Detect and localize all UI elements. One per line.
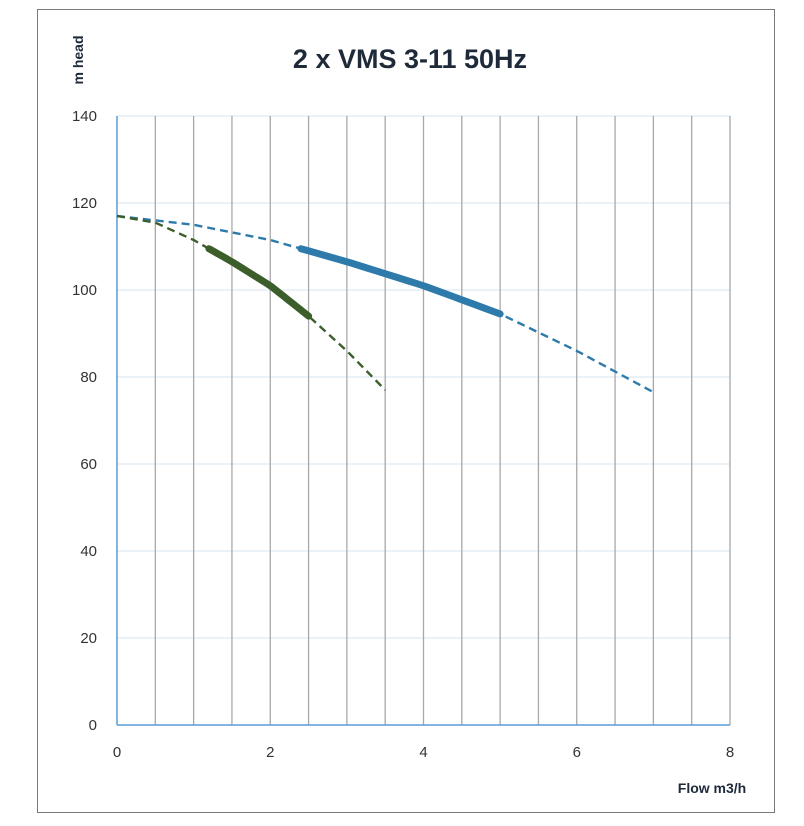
chart-frame	[37, 9, 775, 813]
x-tick-label: 0	[113, 744, 121, 761]
series-2-curve	[116, 214, 387, 391]
x-tick-label: 2	[266, 744, 274, 761]
y-tick-label: 0	[89, 717, 97, 734]
y-tick-label: 100	[72, 282, 97, 299]
y-tick-label: 80	[80, 369, 97, 386]
y-tick-label: 120	[72, 195, 97, 212]
x-tick-label: 8	[726, 744, 734, 761]
series-1-operating-range	[297, 245, 504, 318]
series-2-operating-range	[205, 245, 313, 320]
y-tick-label: 140	[72, 108, 97, 125]
y-tick-label: 40	[80, 543, 97, 560]
tick-labels: 0 20 40 60 80 100 120 140 0 2 4 6 8	[72, 108, 734, 761]
y-axis-label: m head	[70, 35, 86, 84]
x-tick-label: 4	[419, 744, 427, 761]
x-tick-label: 6	[573, 744, 581, 761]
gridlines	[117, 115, 731, 725]
x-axis-label: Flow m3/h	[678, 780, 746, 796]
chart-title: 2 x VMS 3-11 50Hz	[293, 44, 527, 74]
series-group	[116, 214, 654, 394]
axes	[116, 116, 730, 726]
y-tick-label: 20	[80, 630, 97, 647]
y-tick-label: 60	[80, 456, 97, 473]
